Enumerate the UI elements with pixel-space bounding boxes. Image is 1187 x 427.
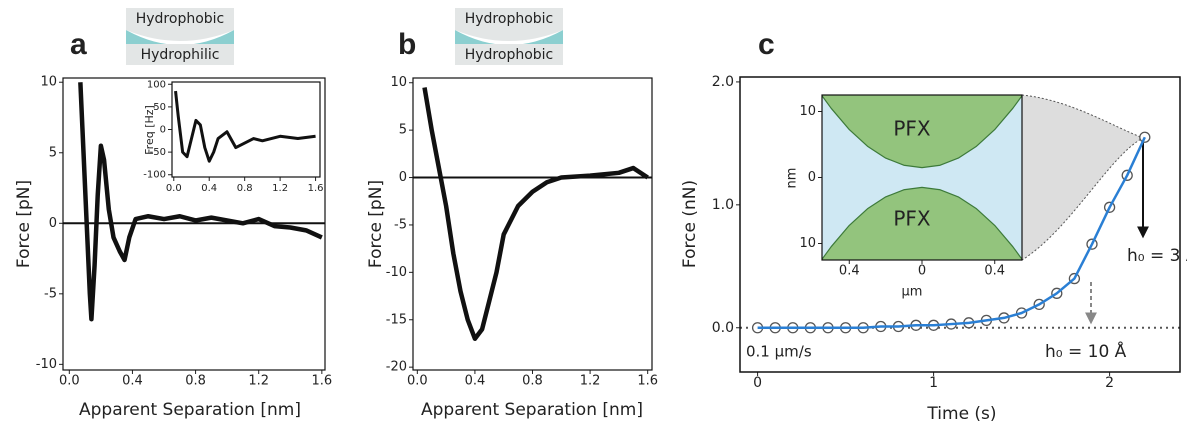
panel: Hydrophobic Hydrophobic b 0.0 0.4 0.8 1.2 1.6 10… xyxy=(366,8,658,420)
x-tick-label: 1 xyxy=(929,375,938,391)
panel: 0.4 0 0.4 10 0 10 nm µm PFX PFX xyxy=(785,94,1023,300)
y-tick-label: 50 xyxy=(153,102,166,113)
annotation: h₀ = 3 Å xyxy=(1127,244,1187,266)
plot-frame xyxy=(62,77,326,371)
x-tick-label: 0.4 xyxy=(839,264,860,279)
y-tick-label: -10 xyxy=(36,357,57,372)
profile-area xyxy=(822,95,1022,169)
x-axis-label: Time (s) xyxy=(926,404,996,424)
y-tick-label: -10 xyxy=(386,265,407,280)
y-tick-label: 0.0 xyxy=(712,320,734,336)
x-tick-label: 0.4 xyxy=(984,264,1005,279)
y-axis-label: Force [pN] xyxy=(14,180,34,268)
x-tick-label: 0.0 xyxy=(407,374,428,389)
x-tick-label: 1.2 xyxy=(580,374,601,389)
x-tick-label: 0 xyxy=(753,375,762,391)
y-tick-label: 10 xyxy=(40,75,57,90)
y-tick-label: 2.0 xyxy=(712,74,734,90)
panel-label: b xyxy=(398,28,416,61)
schematic-label: Hydrophobic xyxy=(465,11,554,27)
x-axis-label: Apparent Separation [nm] xyxy=(79,400,301,420)
y-tick-label: 1.0 xyxy=(712,197,734,213)
plot-area xyxy=(78,82,323,322)
y-tick-label: 0 xyxy=(160,125,166,136)
plot-area xyxy=(751,131,1151,334)
schematic-label: Hydrophobic xyxy=(465,47,554,63)
data-line xyxy=(422,87,649,341)
profile-area xyxy=(822,186,1022,260)
surface-bottom xyxy=(126,44,234,65)
data-line xyxy=(78,82,323,322)
x-tick-label: 0.8 xyxy=(185,374,206,389)
meniscus xyxy=(455,30,563,45)
y-tick-label: -5 xyxy=(44,286,57,301)
y-tick-label: 10 xyxy=(799,236,816,251)
annotation: PFX xyxy=(893,117,931,141)
schematic-label: Hydrophobic xyxy=(136,11,225,27)
panel: Hydrophobic Hydrophilic a 0.0 0.4 0.8 1.2 1.6 10… xyxy=(14,8,332,420)
x-tick-label: 0.4 xyxy=(465,374,486,389)
surface-bottom xyxy=(455,44,563,65)
y-tick-label: -15 xyxy=(386,312,407,327)
x-tick-label: 0.4 xyxy=(122,374,143,389)
y-axis-label: Force [pN] xyxy=(366,180,386,268)
y-tick-label: 0 xyxy=(808,170,816,185)
y-tick-label: -20 xyxy=(386,360,407,375)
panel: c 0 1 2 0.0 1.0 2.0 Force (nN) Time (s) h₀ = 3 Å h… xyxy=(680,28,1187,424)
plot-frame xyxy=(821,94,1023,261)
meniscus-inner xyxy=(455,30,563,41)
plot-area xyxy=(422,87,649,341)
x-tick-label: 1.6 xyxy=(308,183,324,194)
meniscus xyxy=(126,30,234,45)
y-tick-label: 10 xyxy=(799,104,816,119)
x-tick-label: 0.0 xyxy=(166,183,182,194)
y-axis-label: nm xyxy=(785,168,800,189)
y-axis-label: Force (nN) xyxy=(680,180,700,268)
x-tick-label: 1.6 xyxy=(311,374,332,389)
zoom-cone xyxy=(1021,94,1145,261)
y-tick-label: 5 xyxy=(49,145,57,160)
panel-label: c xyxy=(758,28,775,61)
x-axis-label: Apparent Separation [nm] xyxy=(421,400,643,420)
x-tick-label: 1.2 xyxy=(272,183,288,194)
panel-label: a xyxy=(70,28,87,61)
data-line xyxy=(757,136,1146,329)
x-tick-label: 0.8 xyxy=(522,374,543,389)
y-tick-label: -5 xyxy=(394,217,407,232)
surface-top xyxy=(455,8,563,30)
x-axis-label: µm xyxy=(902,285,923,300)
y-tick-label: 0 xyxy=(399,170,407,185)
x-tick-label: 2 xyxy=(1105,375,1114,391)
x-tick-label: 0.8 xyxy=(237,183,253,194)
data-line xyxy=(174,90,316,163)
surface-top xyxy=(126,8,234,30)
y-tick-label: 5 xyxy=(399,123,407,138)
plot-area xyxy=(822,95,1022,260)
x-tick-label: 0.0 xyxy=(59,374,80,389)
y-axis-label: Freq [Hz] xyxy=(143,105,156,155)
plot-area xyxy=(174,90,316,163)
x-tick-label: 1.2 xyxy=(248,374,269,389)
schematic-label: Hydrophilic xyxy=(141,47,220,63)
annotation: PFX xyxy=(893,207,931,231)
x-tick-label: 0 xyxy=(918,264,926,279)
y-tick-label: 10 xyxy=(390,75,407,90)
annotation: h₀ = 10 Å xyxy=(1045,340,1127,362)
meniscus-inner xyxy=(126,30,234,41)
plot-frame xyxy=(171,81,321,178)
x-tick-label: 0.4 xyxy=(201,183,217,194)
y-tick-label: -100 xyxy=(143,170,166,181)
y-tick-label: 100 xyxy=(147,79,166,90)
y-tick-label: 0 xyxy=(49,216,57,231)
plot-frame xyxy=(412,77,653,371)
panel: 0.0 0.4 0.8 1.2 1.6 100 50 0 -50 -100 Freq [Hz] xyxy=(143,79,324,194)
annotation: 0.1 µm/s xyxy=(746,343,812,361)
x-tick-label: 1.6 xyxy=(637,374,658,389)
y-tick-label: -50 xyxy=(150,147,166,158)
plot-frame xyxy=(739,76,1181,373)
